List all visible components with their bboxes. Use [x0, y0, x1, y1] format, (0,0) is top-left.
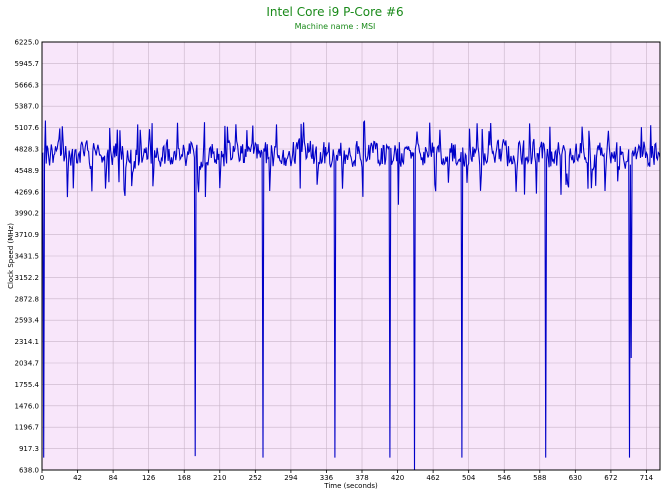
x-tick-label: 630: [569, 474, 582, 482]
x-tick-label: 714: [640, 474, 654, 482]
x-tick-label: 336: [320, 474, 334, 482]
x-tick-label: 672: [604, 474, 617, 482]
x-tick-label: 252: [249, 474, 262, 482]
y-axis-ticks: 638.0 917.3 1196.7 1476.0 1755.4 2034.7 2314.1…: [15, 39, 40, 475]
y-tick-label: 2034.7: [15, 360, 40, 368]
y-tick-label: 3710.9: [15, 231, 40, 239]
y-tick-label: 3990.2: [15, 210, 40, 218]
x-tick-label: 168: [178, 474, 191, 482]
y-tick-label: 5666.3: [15, 81, 40, 89]
x-tick-label: 420: [391, 474, 404, 482]
y-tick-label: 2593.4: [15, 317, 40, 325]
y-tick-label: 5945.7: [15, 60, 40, 68]
x-tick-label: 84: [109, 474, 118, 482]
x-axis-ticks: 0 42 84 126 168 210 252 294 336 378 420 462 504 546 58…: [40, 470, 654, 482]
y-tick-label: 3431.5: [15, 253, 40, 261]
y-tick-label: 5107.6: [15, 124, 40, 132]
x-tick-label: 462: [426, 474, 439, 482]
y-tick-label: 4828.3: [15, 145, 40, 153]
chart-subtitle: Machine name : MSI: [295, 22, 376, 31]
y-tick-label: 1476.0: [15, 402, 40, 410]
y-tick-label: 5387.0: [15, 103, 40, 111]
x-tick-label: 378: [355, 474, 368, 482]
x-tick-label: 126: [142, 474, 156, 482]
y-tick-label: 2872.8: [15, 295, 40, 303]
x-axis-label: Time (seconds): [323, 482, 378, 490]
x-tick-label: 0: [40, 474, 44, 482]
x-tick-label: 588: [533, 474, 546, 482]
y-axis-label: Clock Speed (MHz): [7, 223, 15, 289]
y-tick-label: 2314.1: [15, 338, 40, 346]
y-tick-label: 638.0: [19, 467, 39, 475]
plot-border: [41, 41, 661, 471]
x-tick-label: 294: [284, 474, 298, 482]
y-tick-label: 4548.9: [15, 167, 40, 175]
y-tick-label: 917.3: [19, 445, 39, 453]
chart-title: Intel Core i9 P-Core #6: [266, 5, 403, 19]
y-tick-label: 6225.0: [15, 39, 40, 47]
y-tick-label: 1196.7: [15, 424, 40, 432]
y-tick-label: 4269.6: [15, 188, 40, 196]
series-line-clock-speed: [41, 120, 661, 470]
y-tick-label: 3152.2: [15, 274, 40, 282]
x-tick-label: 210: [213, 474, 226, 482]
grid-lines: [41, 41, 660, 471]
y-tick-label: 1755.4: [15, 381, 40, 389]
x-tick-label: 546: [498, 474, 512, 482]
x-tick-label: 42: [73, 474, 82, 482]
x-tick-label: 504: [462, 474, 476, 482]
